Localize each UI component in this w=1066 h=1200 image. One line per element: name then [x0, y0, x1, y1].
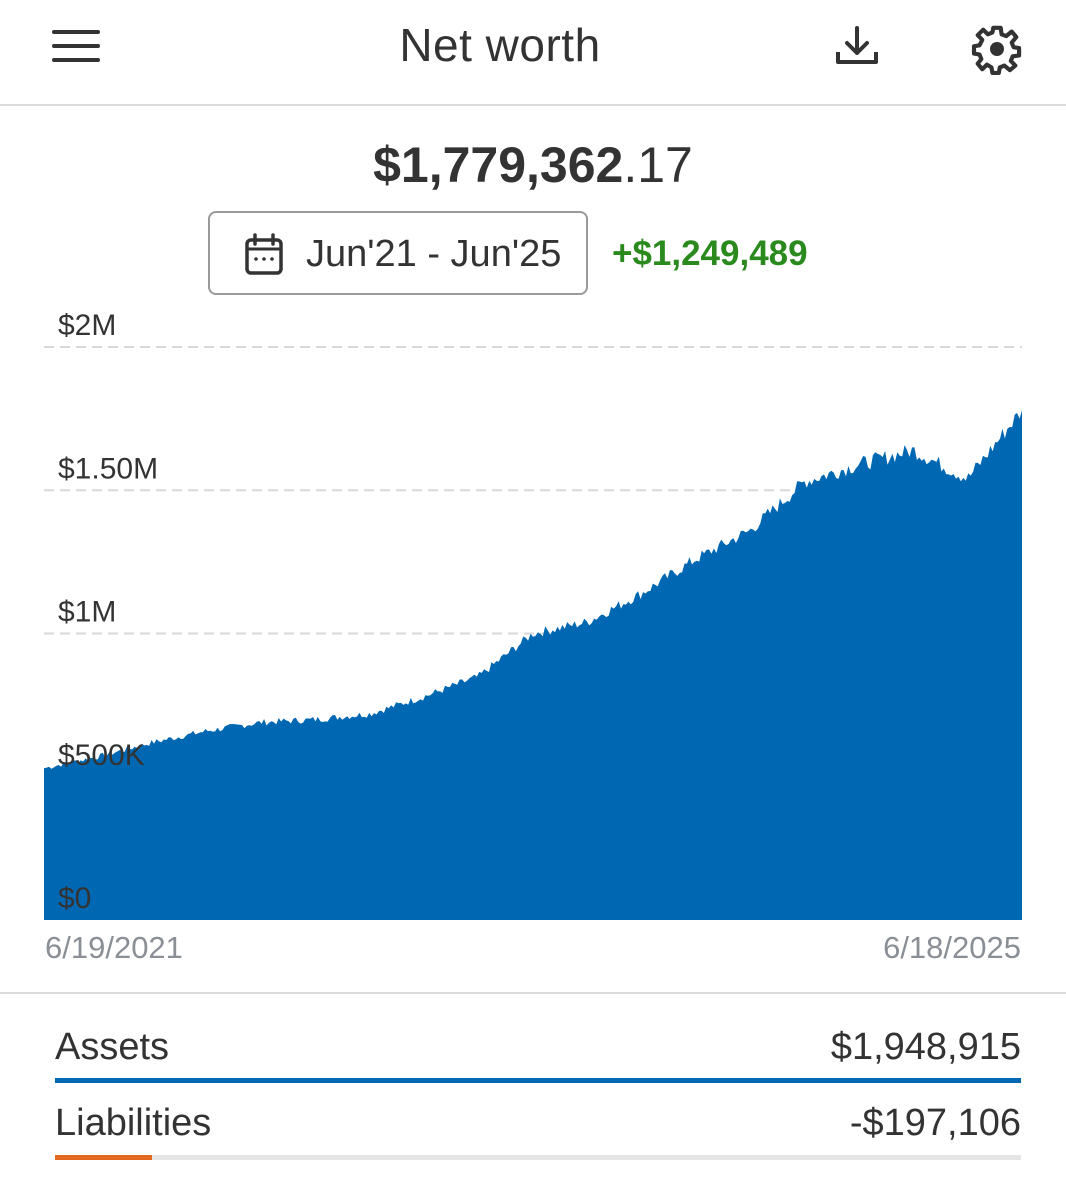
x-tick-end: 6/18/2025 — [883, 930, 1021, 965]
assets-label: Assets — [55, 1026, 170, 1068]
y-tick-label: $500K — [58, 739, 145, 772]
assets-bar-fill — [55, 1078, 1021, 1083]
calendar-icon — [244, 233, 284, 282]
liabilities-label: Liabilities — [55, 1102, 212, 1144]
assets-value: $1,948,915 — [830, 1026, 1021, 1068]
net-worth-change: +$1,249,489 — [612, 234, 808, 273]
top-bar: Net worth — [0, 0, 1066, 106]
y-tick-label: $2M — [58, 309, 116, 342]
y-tick-label: $1M — [58, 596, 116, 629]
total-dollars: $1,779,362 — [373, 137, 624, 193]
net-worth-area — [44, 410, 1022, 920]
download-icon[interactable] — [832, 22, 882, 72]
gear-icon[interactable] — [970, 22, 1022, 75]
liabilities-bar-fill — [55, 1155, 152, 1160]
date-range-button[interactable]: Jun'21 - Jun'25 — [208, 211, 588, 295]
date-range-label: Jun'21 - Jun'25 — [306, 233, 562, 275]
assets-bar — [55, 1078, 1021, 1083]
liabilities-value: -$197,106 — [849, 1102, 1021, 1144]
net-worth-chart: 6/19/2021 6/18/2025 $0 $500K $1M $1.50M $2M — [44, 309, 1022, 965]
y-tick-label: $0 — [58, 882, 91, 915]
divider — [0, 992, 1066, 994]
total-cents: .17 — [623, 137, 693, 193]
x-tick-start: 6/19/2021 — [45, 930, 183, 965]
y-tick-label: $1.50M — [58, 452, 158, 485]
net-worth-total: $1,779,362.17 — [0, 136, 1066, 194]
hamburger-menu-icon[interactable] — [52, 28, 102, 64]
page-title: Net worth — [399, 19, 601, 71]
liabilities-bar — [55, 1155, 1021, 1160]
